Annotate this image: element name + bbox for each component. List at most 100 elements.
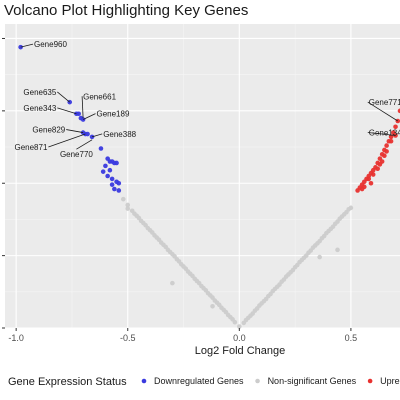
annotation-leader xyxy=(66,129,84,133)
data-point xyxy=(76,111,81,117)
data-point xyxy=(292,264,298,270)
data-point xyxy=(194,278,200,284)
data-point xyxy=(274,284,280,290)
data-point xyxy=(261,298,267,304)
data-point xyxy=(337,216,343,222)
data-point xyxy=(346,206,351,212)
data-point xyxy=(98,146,104,151)
legend-label: Non-significant Genes xyxy=(268,376,357,386)
data-point xyxy=(212,298,218,303)
gene-label: Gene388 xyxy=(103,130,136,139)
data-point xyxy=(393,133,398,138)
data-point xyxy=(388,134,394,140)
data-point xyxy=(366,176,372,182)
data-point xyxy=(384,149,389,154)
data-point xyxy=(225,312,231,318)
data-point xyxy=(388,138,394,144)
data-point xyxy=(190,273,195,279)
data-point xyxy=(397,108,400,114)
gene-label: Gene770 xyxy=(60,150,93,159)
x-tick-label: -1.0 xyxy=(8,333,24,343)
annotation-leader xyxy=(81,96,84,119)
data-point xyxy=(266,293,271,299)
data-point xyxy=(105,173,110,179)
annotation-leader xyxy=(76,139,93,150)
gene-label: Gene661 xyxy=(83,92,116,101)
legend: Gene Expression Status Downregulated Gen… xyxy=(8,376,400,388)
data-point xyxy=(310,245,316,250)
data-point xyxy=(210,303,215,309)
x-axis-title: Log2 Fold Change xyxy=(195,345,286,357)
data-point xyxy=(332,221,338,227)
legend-label: Upregulated Genes xyxy=(380,376,400,386)
data-point xyxy=(324,230,329,236)
gene-label: Gene960 xyxy=(34,40,67,49)
annotation-leader xyxy=(367,101,398,122)
annotation-leader xyxy=(48,133,86,148)
series-non-significant-genes xyxy=(120,196,354,329)
gene-label: Gene771 xyxy=(369,98,400,107)
chart-title: Volcano Plot Highlighting Key Genes xyxy=(4,2,248,19)
gene-label: Gene134 xyxy=(369,128,400,137)
data-point xyxy=(370,172,376,177)
gene-label: Gene189 xyxy=(96,110,129,119)
data-point xyxy=(237,324,242,329)
data-point xyxy=(375,166,380,172)
data-point xyxy=(283,274,289,279)
data-point xyxy=(279,279,285,284)
y-axis xyxy=(2,37,5,329)
x-tick-label: 0.5 xyxy=(345,333,358,343)
data-point xyxy=(136,215,142,221)
data-point xyxy=(89,134,95,140)
data-point xyxy=(317,254,322,260)
data-point xyxy=(120,196,126,202)
data-point xyxy=(319,235,325,241)
data-point xyxy=(297,259,302,265)
data-point xyxy=(384,143,389,148)
data-point xyxy=(103,163,108,169)
gene-label: Gene829 xyxy=(32,126,65,135)
legend-key xyxy=(367,378,373,384)
data-point xyxy=(125,206,131,211)
data-point xyxy=(145,225,151,231)
data-point xyxy=(252,308,258,313)
gene-label: Gene871 xyxy=(14,143,47,152)
data-point xyxy=(112,186,117,192)
annotation-leader xyxy=(57,107,77,115)
data-point xyxy=(341,212,347,217)
data-point xyxy=(107,167,113,173)
data-point xyxy=(141,220,146,226)
data-point xyxy=(100,169,106,174)
data-point xyxy=(216,302,222,308)
legend-key xyxy=(255,378,260,384)
data-point xyxy=(315,241,320,246)
data-point xyxy=(181,264,186,269)
data-point xyxy=(170,280,175,286)
data-point xyxy=(167,249,173,255)
x-tick-label: -0.5 xyxy=(120,333,136,343)
annotation-leader xyxy=(57,91,70,103)
data-point xyxy=(154,235,160,240)
data-point xyxy=(248,313,253,318)
data-point xyxy=(208,293,213,298)
data-point xyxy=(368,180,374,186)
annotation-leader xyxy=(91,133,103,138)
data-point xyxy=(301,255,307,261)
gene-label: Gene635 xyxy=(23,88,56,97)
annotation-leader xyxy=(82,113,96,120)
data-point xyxy=(377,162,383,167)
data-point xyxy=(361,184,367,190)
data-point xyxy=(158,240,164,245)
data-point xyxy=(132,211,137,216)
legend-key xyxy=(141,378,147,384)
data-point xyxy=(306,250,311,256)
data-point xyxy=(176,259,182,264)
annotation-leader xyxy=(367,132,396,136)
data-point xyxy=(109,182,115,187)
data-point xyxy=(328,226,334,232)
data-point xyxy=(199,283,204,289)
legend-title: Gene Expression Status xyxy=(8,376,127,388)
data-point xyxy=(230,317,235,322)
data-point xyxy=(116,180,122,186)
